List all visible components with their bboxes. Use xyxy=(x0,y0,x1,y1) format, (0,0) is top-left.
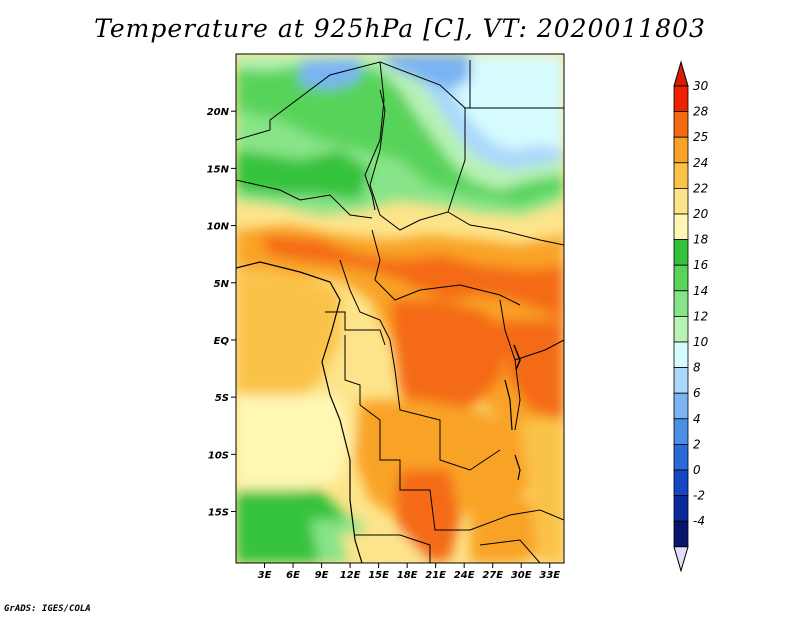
lat-tick-label: 10S xyxy=(208,450,229,461)
colorbar-label: 12 xyxy=(693,309,708,323)
colorbar-label: -4 xyxy=(693,514,705,528)
colorbar-label: 24 xyxy=(693,156,708,170)
colorbar-swatch xyxy=(673,469,689,497)
lat-tick-label: 20N xyxy=(207,107,230,118)
colorbar-swatch xyxy=(673,136,689,164)
lon-tick-label: 30E xyxy=(511,570,532,581)
lat-tick-label: 5S xyxy=(215,393,229,404)
chart-title: Temperature at 925hPa [C], VT: 202001180… xyxy=(94,14,706,43)
colorbar-swatch xyxy=(673,213,689,241)
colorbar-swatch xyxy=(673,418,689,445)
lon-tick-label: 12E xyxy=(340,570,361,581)
country-borders xyxy=(236,60,564,563)
lon-tick-label: 18E xyxy=(397,570,418,581)
longitude-axis: 3E 6E 9E 12E 15E 18E 21E 24E 27E 30E 33E xyxy=(258,563,560,581)
lat-tick-label: 15N xyxy=(207,164,230,175)
colorbar-label: 22 xyxy=(693,181,708,195)
lon-tick-label: 9E xyxy=(315,570,329,581)
colorbar-label: 25 xyxy=(693,130,708,144)
colorbar-min-arrow xyxy=(673,546,689,573)
lat-tick-label: 15S xyxy=(208,508,229,519)
colorbar-label: 6 xyxy=(693,386,701,400)
lat-tick-label: EQ xyxy=(214,336,230,347)
colorbar-swatch xyxy=(673,443,689,471)
colorbar-swatch xyxy=(673,315,689,343)
lon-tick-label: 6E xyxy=(286,570,300,581)
colorbar-swatch xyxy=(673,495,689,522)
colorbar-swatch xyxy=(673,85,689,113)
colorbar-label: 30 xyxy=(693,79,709,93)
colorbar-swatch xyxy=(673,187,689,215)
colorbar-label: 0 xyxy=(693,463,701,477)
colorbar-swatch xyxy=(673,290,689,317)
colorbar-label: 18 xyxy=(693,233,709,247)
map-frame xyxy=(235,53,565,564)
colorbar-label: 8 xyxy=(693,361,701,375)
colorbar-label: 20 xyxy=(693,207,709,221)
colorbar-swatch xyxy=(673,367,689,394)
colorbar-swatch xyxy=(673,392,689,420)
lon-tick-label: 27E xyxy=(482,570,503,581)
lon-tick-label: 24E xyxy=(454,570,475,581)
lat-tick-label: 5N xyxy=(214,279,230,290)
colorbar-swatch xyxy=(673,264,689,292)
footer-credit: GrADS: IGES/COLA xyxy=(4,604,91,614)
latitude-axis: 20N 15N 10N 5N EQ 5S 10S 15S xyxy=(207,107,236,519)
colorbar-label: 14 xyxy=(693,284,708,298)
colorbar-label: 16 xyxy=(693,258,709,272)
colorbar-swatch xyxy=(673,341,689,369)
lon-tick-label: 15E xyxy=(368,570,389,581)
colorbar-swatch xyxy=(673,162,689,189)
temperature-field xyxy=(236,54,564,563)
colorbar-label: 28 xyxy=(693,105,709,119)
colorbar-label: 2 xyxy=(693,437,701,451)
colorbar-label: -2 xyxy=(693,489,705,503)
lat-tick-label: 10N xyxy=(207,222,230,233)
colorbar-swatch xyxy=(673,520,689,548)
lon-tick-label: 3E xyxy=(258,570,272,581)
colorbar-label: 4 xyxy=(693,412,701,426)
colorbar-label: 10 xyxy=(693,335,709,349)
colorbar-max-arrow xyxy=(673,60,689,87)
colorbar-swatch xyxy=(673,239,689,266)
lon-tick-label: 33E xyxy=(539,570,560,581)
lon-tick-label: 21E xyxy=(425,570,446,581)
colorbar-swatch xyxy=(673,111,689,138)
